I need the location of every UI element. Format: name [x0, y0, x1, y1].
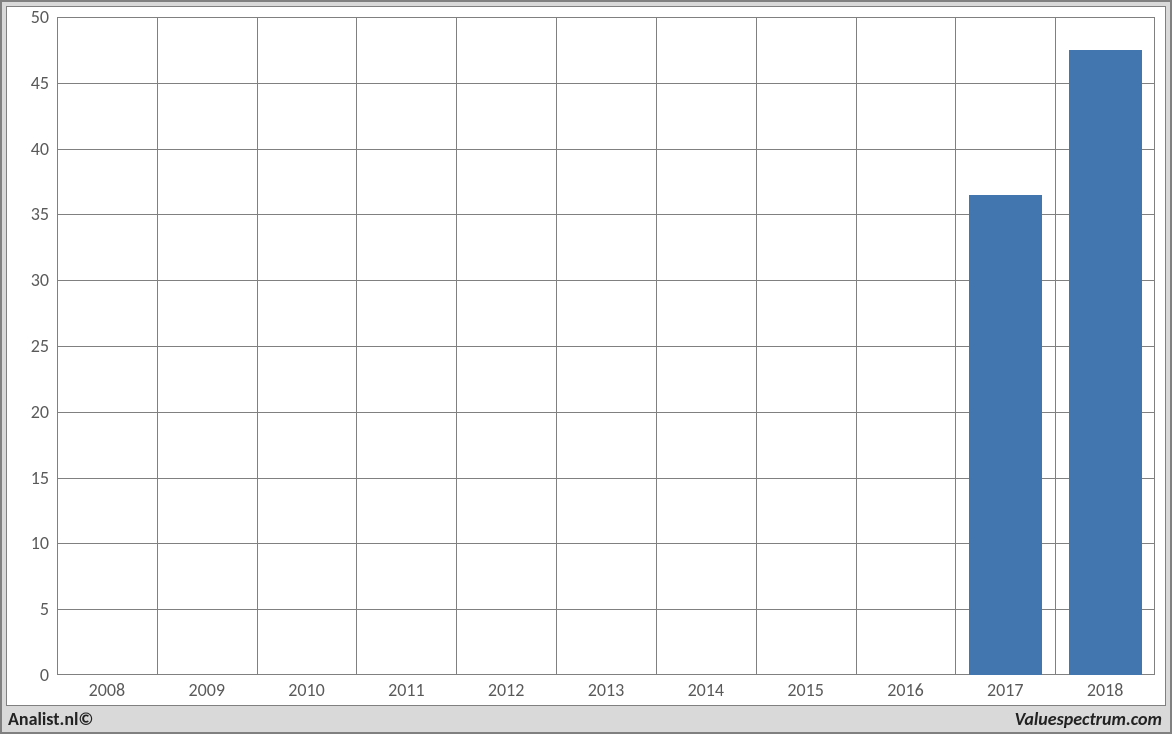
y-tick-label: 45 — [31, 72, 57, 94]
vgridline — [157, 17, 158, 675]
footer-right: Valuespectrum.com — [1015, 708, 1162, 730]
y-tick-label: 0 — [40, 664, 57, 686]
x-tick-label: 2010 — [288, 675, 325, 701]
x-tick-label: 2014 — [688, 675, 725, 701]
bar — [1069, 50, 1142, 675]
x-tick-label: 2011 — [388, 675, 425, 701]
footer: Analist.nl© Valuespectrum.com — [2, 706, 1170, 732]
x-tick-label: 2012 — [488, 675, 525, 701]
hgridline — [57, 149, 1155, 150]
y-tick-label: 20 — [31, 401, 57, 423]
vgridline — [556, 17, 557, 675]
bar — [969, 195, 1042, 675]
footer-left: Analist.nl© — [8, 708, 93, 730]
vgridline — [356, 17, 357, 675]
vgridline — [656, 17, 657, 675]
x-tick-label: 2016 — [887, 675, 924, 701]
y-tick-label: 15 — [31, 467, 57, 489]
hgridline — [57, 83, 1155, 84]
y-tick-label: 30 — [31, 269, 57, 291]
x-tick-label: 2017 — [987, 675, 1024, 701]
vgridline — [955, 17, 956, 675]
y-tick-label: 25 — [31, 335, 57, 357]
x-tick-label: 2009 — [188, 675, 225, 701]
vgridline — [756, 17, 757, 675]
vgridline — [856, 17, 857, 675]
x-tick-label: 2018 — [1087, 675, 1124, 701]
y-tick-label: 50 — [31, 6, 57, 28]
chart-panel: 0 5 10 15 20 25 30 35 40 45 50 2008 2009 2010 2011 2012… — [6, 6, 1166, 706]
y-tick-label: 10 — [31, 532, 57, 554]
vgridline — [1055, 17, 1056, 675]
chart-container: 0 5 10 15 20 25 30 35 40 45 50 2008 2009 2010 2011 2012… — [0, 0, 1172, 734]
plot-area: 0510152025303540455020082009201020112012… — [57, 17, 1155, 675]
vgridline — [456, 17, 457, 675]
x-tick-label: 2008 — [89, 675, 126, 701]
vgridline — [257, 17, 258, 675]
x-tick-label: 2013 — [588, 675, 625, 701]
y-tick-label: 40 — [31, 138, 57, 160]
y-tick-label: 5 — [40, 598, 57, 620]
y-tick-label: 35 — [31, 203, 57, 225]
x-tick-label: 2015 — [787, 675, 824, 701]
